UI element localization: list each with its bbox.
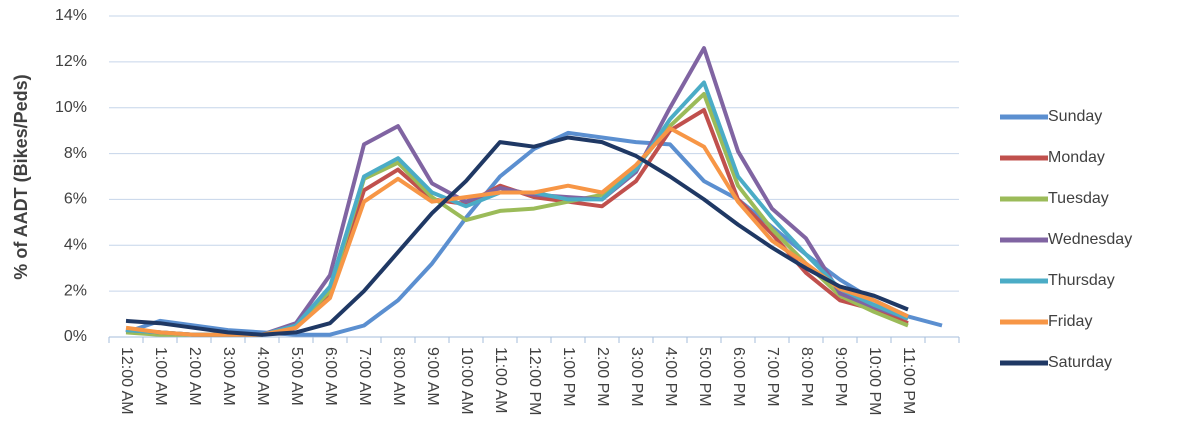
x-tick-label: 6:00 PM <box>730 347 747 407</box>
x-tick-label: 8:00 PM <box>798 347 815 407</box>
x-tick-label: 8:00 AM <box>390 347 407 406</box>
x-tick-label: 10:00 PM <box>866 347 883 415</box>
y-tick-label: 4% <box>64 237 87 254</box>
x-tick-label: 1:00 PM <box>560 347 577 407</box>
x-tick-label: 5:00 AM <box>288 347 305 406</box>
legend-label: Friday <box>1048 313 1092 330</box>
legend-label: Tuesday <box>1048 190 1109 207</box>
x-tick-label: 2:00 PM <box>594 347 611 407</box>
y-tick-label: 14% <box>55 7 87 24</box>
y-tick-label: 2% <box>64 282 87 299</box>
x-tick-label: 12:00 PM <box>526 347 543 415</box>
series-line <box>125 126 909 337</box>
x-tick-label: 2:00 AM <box>186 347 203 406</box>
y-tick-label: 12% <box>55 53 87 70</box>
legend-label: Sunday <box>1048 108 1102 125</box>
x-tick-label: 10:00 AM <box>458 347 475 415</box>
legend-label: Wednesday <box>1048 231 1132 248</box>
x-tick-label: 1:00 AM <box>152 347 169 406</box>
x-tick-label: 3:00 PM <box>628 347 645 407</box>
x-tick-label: 9:00 AM <box>424 347 441 406</box>
series-line <box>125 135 909 337</box>
y-axis-title: % of AADT (Bikes/Peds) <box>11 74 31 279</box>
x-tick-label: 4:00 PM <box>662 347 679 407</box>
series-line <box>125 130 943 337</box>
x-tick-label: 11:00 PM <box>900 347 917 414</box>
x-tick-label: 7:00 PM <box>764 347 781 407</box>
x-tick-label: 6:00 AM <box>322 347 339 406</box>
y-tick-label: 6% <box>64 191 87 208</box>
x-tick-label: 12:00 AM <box>118 347 135 415</box>
x-tick-label: 5:00 PM <box>696 347 713 407</box>
x-tick-label: 7:00 AM <box>356 347 373 406</box>
legend-label: Monday <box>1048 149 1105 166</box>
x-tick-label: 4:00 AM <box>254 347 271 406</box>
series-line <box>125 92 909 337</box>
legend-label: Thursday <box>1048 272 1115 289</box>
x-tick-label: 9:00 PM <box>832 347 849 407</box>
y-tick-label: 10% <box>55 99 87 116</box>
x-tick-label: 11:00 AM <box>492 347 509 413</box>
x-tick-label: 3:00 AM <box>220 347 237 406</box>
y-tick-label: 0% <box>64 328 87 345</box>
legend-label: Saturday <box>1048 354 1112 371</box>
y-tick-label: 8% <box>64 145 87 162</box>
